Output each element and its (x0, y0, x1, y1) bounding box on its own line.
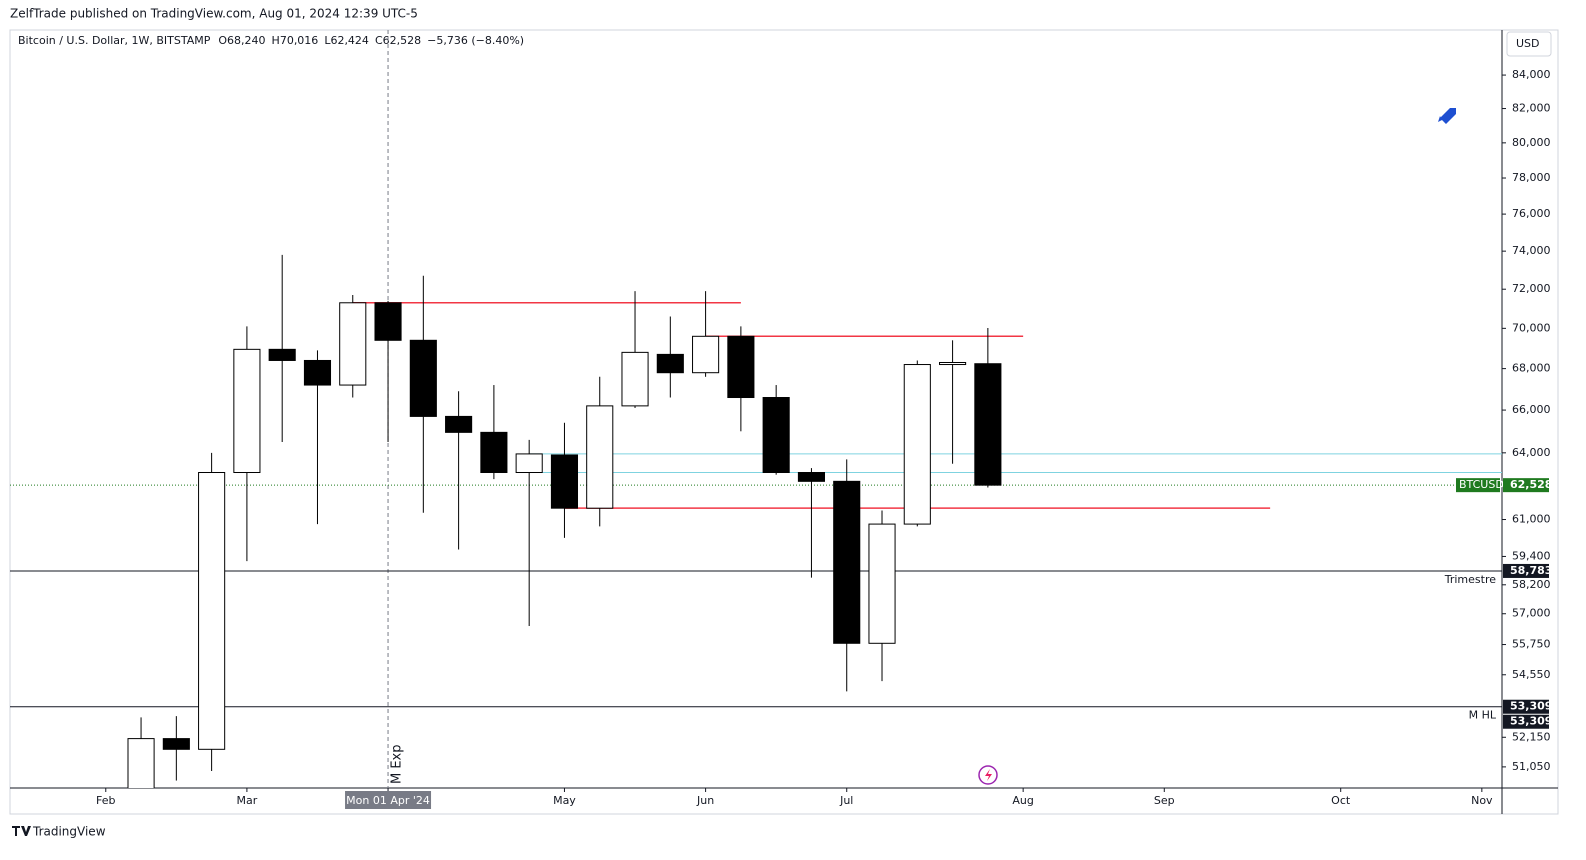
candle-body (974, 363, 1002, 486)
currency-box[interactable] (1506, 31, 1552, 57)
candle-body (515, 453, 543, 474)
y-tick-label: 70,000 (1512, 321, 1551, 334)
y-tick-label: 80,000 (1512, 136, 1551, 149)
y-tick-label: 55,750 (1512, 638, 1551, 651)
x-tick-label: May (553, 794, 576, 807)
y-tick-label: 61,000 (1512, 513, 1551, 526)
x-tick-label: Jun (696, 794, 714, 807)
candle-body (550, 454, 579, 509)
y-tick-label: 68,000 (1512, 362, 1551, 375)
price-tag (1503, 699, 1549, 714)
candle-body (127, 738, 155, 788)
price-tag-label: 58,783 (1510, 564, 1552, 577)
candle-body (268, 348, 296, 361)
price-tag (1503, 563, 1549, 578)
change-label: −5,736 (−8.40%) (427, 34, 524, 47)
price-tag-label: 53,309 (1510, 715, 1552, 728)
y-tick-label: 76,000 (1512, 207, 1551, 220)
candle-body (162, 738, 190, 750)
rocket-icon[interactable] (1438, 108, 1456, 124)
last-price-name: BTCUSD (1459, 478, 1504, 491)
last-price-name-box (1456, 478, 1500, 493)
footer: TradingView (32, 825, 106, 839)
price-tag (1503, 714, 1549, 729)
header: ZelfTrade published on TradingView.com, … (10, 7, 418, 21)
logo (12, 826, 31, 836)
candle-body (233, 348, 261, 474)
x-tick-label: Nov (1471, 794, 1493, 807)
candle-body (303, 359, 332, 386)
y-tick-label: 58,200 (1512, 578, 1551, 591)
candle-body (480, 431, 508, 474)
x-tick-label: Aug (1012, 794, 1033, 807)
crosshair-tag (345, 791, 432, 809)
ohlc-label: H70,016 (272, 34, 319, 47)
candle-body (833, 480, 861, 644)
frame (9, 29, 1559, 815)
y-tick-label: 59,400 (1512, 549, 1551, 562)
currency: USD (1516, 37, 1540, 50)
y-tick-label: 74,000 (1512, 244, 1551, 257)
x-tick-label: Sep (1154, 794, 1175, 807)
candle-body (939, 361, 967, 366)
last-price-box (1503, 478, 1549, 493)
x-tick-label: Mar (237, 794, 258, 807)
y-tick-label: 52,150 (1512, 730, 1551, 743)
y-tick-label: 66,000 (1512, 403, 1551, 416)
ohlc-label: O68,240 (218, 34, 265, 47)
candle-body (903, 364, 931, 525)
x-tick-label: Feb (96, 794, 115, 807)
hline-text: M HL (1469, 709, 1497, 722)
ohlc-label: L62,424 (324, 34, 369, 47)
y-tick-label: 78,000 (1512, 171, 1551, 184)
y-tick-label: 64,000 (1512, 446, 1551, 459)
y-tick-label: 84,000 (1512, 68, 1551, 81)
ohlc-label: C62,528 (375, 34, 421, 47)
candle-body (374, 302, 402, 341)
hline-text: Trimestre (1444, 573, 1496, 586)
last-price-label: 62,528 (1510, 478, 1552, 491)
candle-body (868, 523, 896, 644)
crosshair-label: Mon 01 Apr '24 (346, 794, 430, 807)
candle-body (198, 472, 226, 750)
y-tick-label: 54,550 (1512, 668, 1551, 681)
candle-body (621, 351, 649, 407)
x-tick-label: Oct (1331, 794, 1351, 807)
candle-body (445, 415, 473, 433)
candle-body (586, 405, 614, 509)
legend: Bitcoin / U.S. Dollar, 1W, BITSTAMP O68,… (18, 34, 524, 47)
candle-body (656, 353, 684, 374)
candle-body (339, 302, 367, 386)
price-tag-label: 53,309 (1510, 700, 1552, 713)
candle-body (727, 335, 755, 399)
candle-body (797, 472, 826, 482)
y-tick-label: 57,000 (1512, 607, 1551, 620)
candle-body (762, 397, 790, 474)
y-tick-label: 82,000 (1512, 102, 1551, 115)
y-tick-label: 72,000 (1512, 282, 1551, 295)
y-tick-label: 51,050 (1512, 760, 1551, 773)
candle-body (692, 335, 720, 374)
x-tick-label: Jul (839, 794, 853, 807)
event-bolt (985, 769, 992, 781)
candle-body (409, 339, 437, 417)
crosshair-note: M Exp (390, 744, 405, 784)
symbol-title: Bitcoin / U.S. Dollar, 1W, BITSTAMP (18, 34, 211, 47)
event-icon[interactable] (978, 765, 998, 785)
plot-area (10, 30, 1502, 788)
